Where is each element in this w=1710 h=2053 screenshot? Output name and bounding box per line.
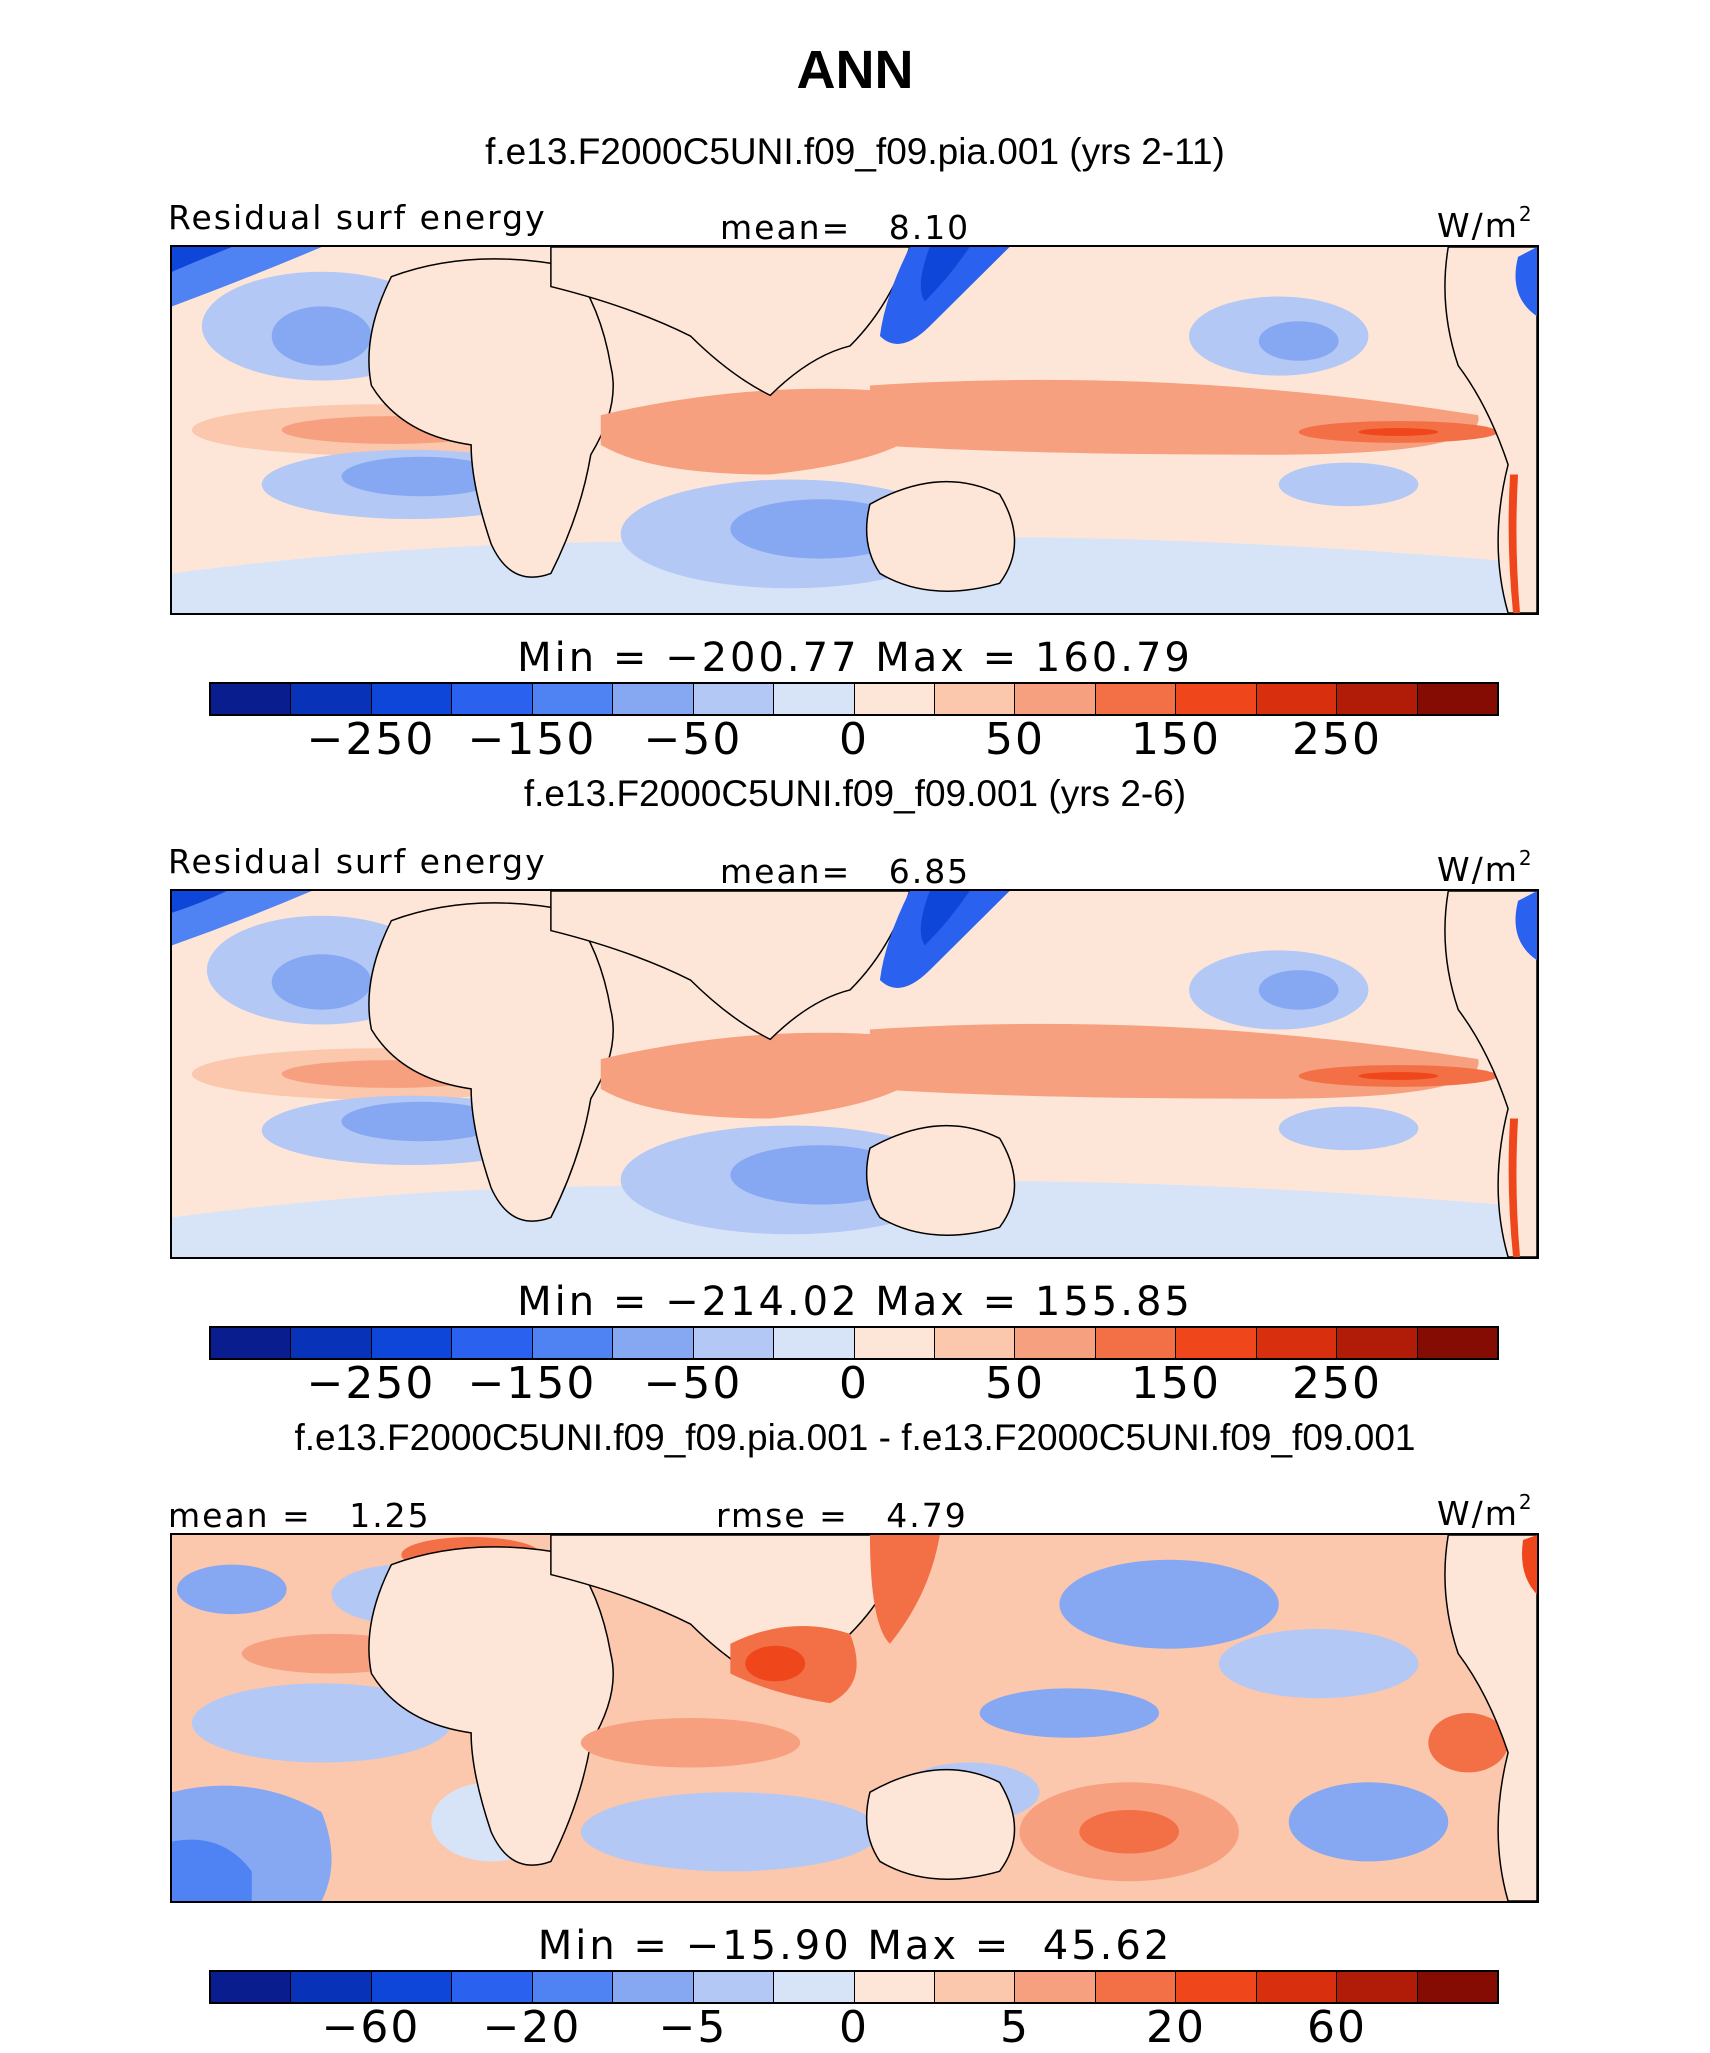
colorbar-cell <box>1337 684 1418 714</box>
colorbar-cell <box>291 1328 372 1358</box>
panel-1-tick: −150 <box>467 714 597 765</box>
panel-3-map <box>170 1533 1539 1903</box>
panel-2-map <box>170 889 1539 1259</box>
panel-3-mean-label: mean = 1.25 <box>168 1496 431 1535</box>
panel-3-tick: 5 <box>1000 2002 1030 2053</box>
colorbar-cell <box>291 684 372 714</box>
panel-3-tick: 20 <box>1146 2002 1206 2053</box>
panel-2-tick: 0 <box>839 1358 869 1409</box>
colorbar-cell <box>1095 1972 1177 2002</box>
panel-1-variable-label: Residual surf energy <box>168 198 547 237</box>
panel-1-units: W/m2 <box>1437 202 1534 245</box>
colorbar-cell <box>211 1328 292 1358</box>
panel-2-tick: −50 <box>643 1358 743 1409</box>
colorbar-cell <box>1417 684 1497 714</box>
panel-3-minmax: Min = −15.90 Max = 45.62 <box>537 1923 1173 1969</box>
colorbar-cell <box>452 684 533 714</box>
colorbar-cell <box>291 1972 372 2002</box>
panel-3-contour-field <box>172 1535 1537 1901</box>
panel-3-tick: −60 <box>321 2002 421 2053</box>
panel-2-tick: 150 <box>1131 1358 1221 1409</box>
colorbar-cell <box>1015 684 1096 714</box>
panel-3-tick: −20 <box>482 2002 582 2053</box>
panel-2-minmax: Min = −214.02 Max = 155.85 <box>517 1279 1193 1325</box>
panel-2-mean-label: mean= 6.85 <box>720 852 971 891</box>
colorbar-cell <box>934 1972 1016 2002</box>
main-title: ANN <box>796 40 914 100</box>
colorbar-cell <box>1337 1328 1418 1358</box>
panel-1-tick: 50 <box>985 714 1045 765</box>
panel-1-mean-label: mean= 8.10 <box>720 208 971 247</box>
colorbar-cell <box>934 684 1016 714</box>
panel-3-tick: 0 <box>839 2002 869 2053</box>
colorbar-cell <box>693 1972 775 2002</box>
panel-2-case-title: f.e13.F2000C5UNI.f09_f09.001 (yrs 2-6) <box>523 773 1187 814</box>
colorbar-cell <box>452 1328 533 1358</box>
colorbar-cell <box>211 684 292 714</box>
panel-2-units: W/m2 <box>1437 846 1534 889</box>
panel-1-minmax: Min = −200.77 Max = 160.79 <box>517 635 1193 681</box>
panel-1-tick: −50 <box>643 714 743 765</box>
panel-1-tick: 0 <box>839 714 869 765</box>
panel-1-tick: 250 <box>1292 714 1382 765</box>
panel-2-tick: 250 <box>1292 1358 1382 1409</box>
panel-3-units: W/m2 <box>1437 1490 1534 1533</box>
colorbar-cell <box>1256 684 1338 714</box>
colorbar-cell <box>452 1972 533 2002</box>
colorbar-cell <box>532 684 614 714</box>
colorbar-cell <box>854 1972 935 2002</box>
panel-3-rmse-label: rmse = 4.79 <box>716 1496 968 1535</box>
colorbar-cell <box>774 684 855 714</box>
colorbar-cell <box>934 1328 1016 1358</box>
colorbar-cell <box>1015 1328 1096 1358</box>
colorbar-cell <box>1256 1972 1338 2002</box>
colorbar-cell <box>693 684 775 714</box>
panel-1-tick: −250 <box>306 714 436 765</box>
colorbar-cell <box>211 1972 292 2002</box>
colorbar-cell <box>613 1972 694 2002</box>
colorbar-cell <box>613 1328 694 1358</box>
panel-2-tick: −250 <box>306 1358 436 1409</box>
panel-1-tick: 150 <box>1131 714 1221 765</box>
panel-1-colorbar <box>209 682 1499 716</box>
colorbar-cell <box>1176 1328 1257 1358</box>
panel-2-contour-field <box>172 891 1537 1257</box>
colorbar-cell <box>1176 684 1257 714</box>
colorbar-cell <box>613 684 694 714</box>
colorbar-cell <box>693 1328 775 1358</box>
panel-2-tick: 50 <box>985 1358 1045 1409</box>
colorbar-cell <box>1095 684 1177 714</box>
colorbar-cell <box>1256 1328 1338 1358</box>
colorbar-cell <box>371 684 453 714</box>
panel-3-tick: 60 <box>1307 2002 1367 2053</box>
colorbar-cell <box>854 684 935 714</box>
panel-1-map <box>170 245 1539 615</box>
panel-3-colorbar <box>209 1970 1499 2004</box>
colorbar-cell <box>774 1328 855 1358</box>
panel-3-tick: −5 <box>658 2002 728 2053</box>
colorbar-cell <box>1417 1972 1497 2002</box>
panel-3-case-title: f.e13.F2000C5UNI.f09_f09.pia.001 - f.e13… <box>294 1417 1416 1458</box>
colorbar-cell <box>1337 1972 1418 2002</box>
panel-1-contour-field <box>172 247 1537 613</box>
colorbar-cell <box>1015 1972 1096 2002</box>
panel-2-colorbar <box>209 1326 1499 1360</box>
colorbar-cell <box>1417 1328 1497 1358</box>
panel-2-tick: −150 <box>467 1358 597 1409</box>
colorbar-cell <box>532 1328 614 1358</box>
colorbar-cell <box>1095 1328 1177 1358</box>
colorbar-cell <box>532 1972 614 2002</box>
colorbar-cell <box>854 1328 935 1358</box>
colorbar-cell <box>371 1972 453 2002</box>
colorbar-cell <box>371 1328 453 1358</box>
colorbar-cell <box>1176 1972 1257 2002</box>
colorbar-cell <box>774 1972 855 2002</box>
panel-1-case-title: f.e13.F2000C5UNI.f09_f09.pia.001 (yrs 2-… <box>485 131 1225 172</box>
panel-2-variable-label: Residual surf energy <box>168 842 547 881</box>
